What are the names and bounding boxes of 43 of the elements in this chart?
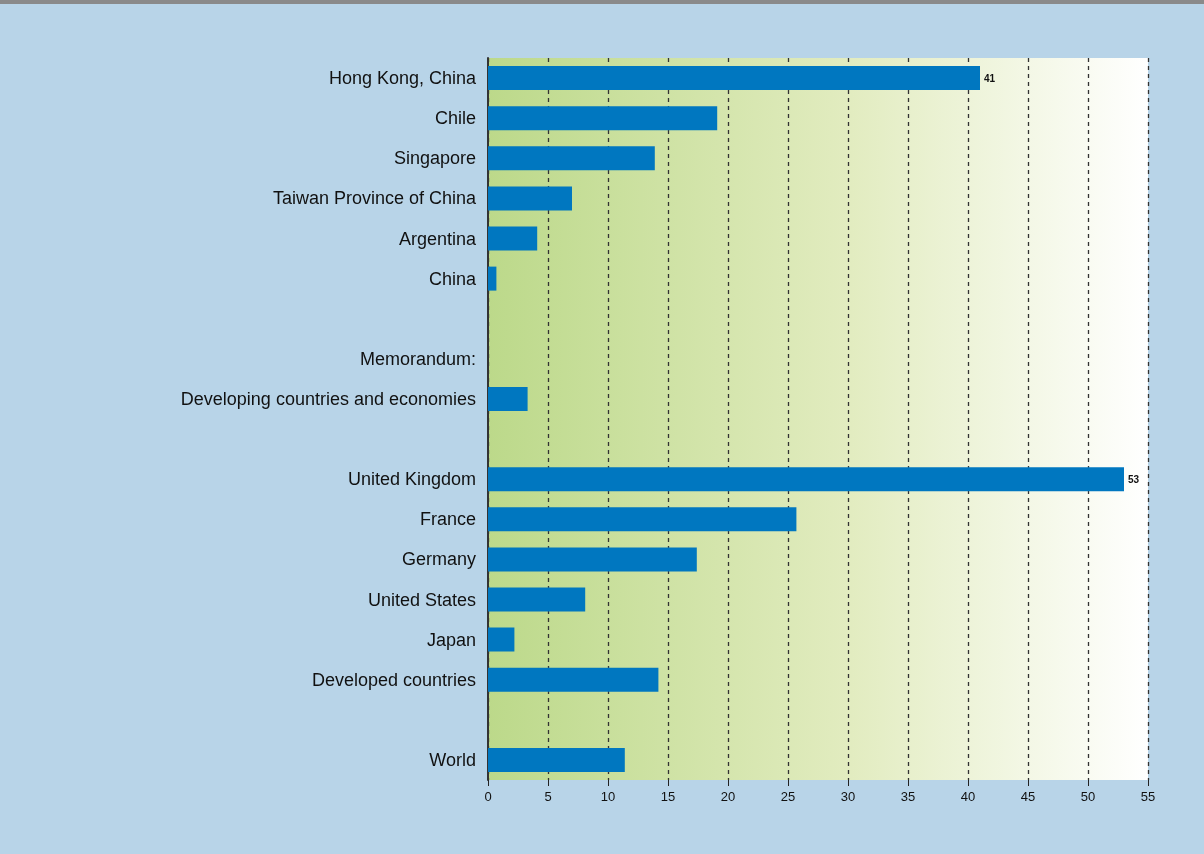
bar <box>488 106 718 131</box>
x-tick-label: 5 <box>544 789 552 804</box>
y-tick-label: United States <box>367 589 476 610</box>
x-tick-label: 50 <box>1080 789 1096 804</box>
bar <box>488 66 980 91</box>
x-tick-label: 20 <box>720 789 736 804</box>
y-tick-label: China <box>428 268 477 289</box>
x-tick-label: 45 <box>1020 789 1036 804</box>
y-tick-label: Singapore <box>393 148 476 169</box>
y-tick-label: World <box>429 749 476 770</box>
x-tick-label: 10 <box>600 789 616 804</box>
x-tick-label: 15 <box>660 789 676 804</box>
bar <box>488 146 655 171</box>
text: Memorandum: <box>359 348 476 369</box>
y-tick-label: Germany <box>401 549 476 570</box>
bar <box>488 547 697 572</box>
bar <box>488 747 625 772</box>
y-tick-label: Argentina <box>398 228 477 249</box>
y-tick-label: Japan <box>426 629 476 650</box>
bar <box>488 226 538 251</box>
x-tick-label: 25 <box>780 789 796 804</box>
y-tick-label: Developed countries <box>311 669 476 690</box>
data-label: 53 <box>1128 473 1140 485</box>
x-tick-label: 30 <box>840 789 856 804</box>
bar <box>488 507 797 532</box>
y-tick-label: Taiwan Province of China <box>272 188 477 209</box>
y-tick-label: United Kingdom <box>347 469 476 490</box>
data-label: 41 <box>984 72 996 84</box>
bar <box>488 467 1124 492</box>
bar <box>488 587 586 612</box>
bar <box>488 266 497 291</box>
bar <box>488 386 528 411</box>
bar <box>488 667 659 692</box>
x-tick-label: 35 <box>900 789 916 804</box>
x-tick-label: 0 <box>484 789 492 804</box>
bar <box>488 627 515 652</box>
bar <box>488 186 572 211</box>
x-tick-label: 55 <box>1140 789 1156 804</box>
y-tick-label: France <box>419 509 476 530</box>
y-tick-label: Chile <box>434 108 476 129</box>
x-tick-label: 40 <box>960 789 976 804</box>
y-tick-label: Hong Kong, China <box>328 68 477 89</box>
y-tick-label: Developing countries and economies <box>180 388 476 409</box>
